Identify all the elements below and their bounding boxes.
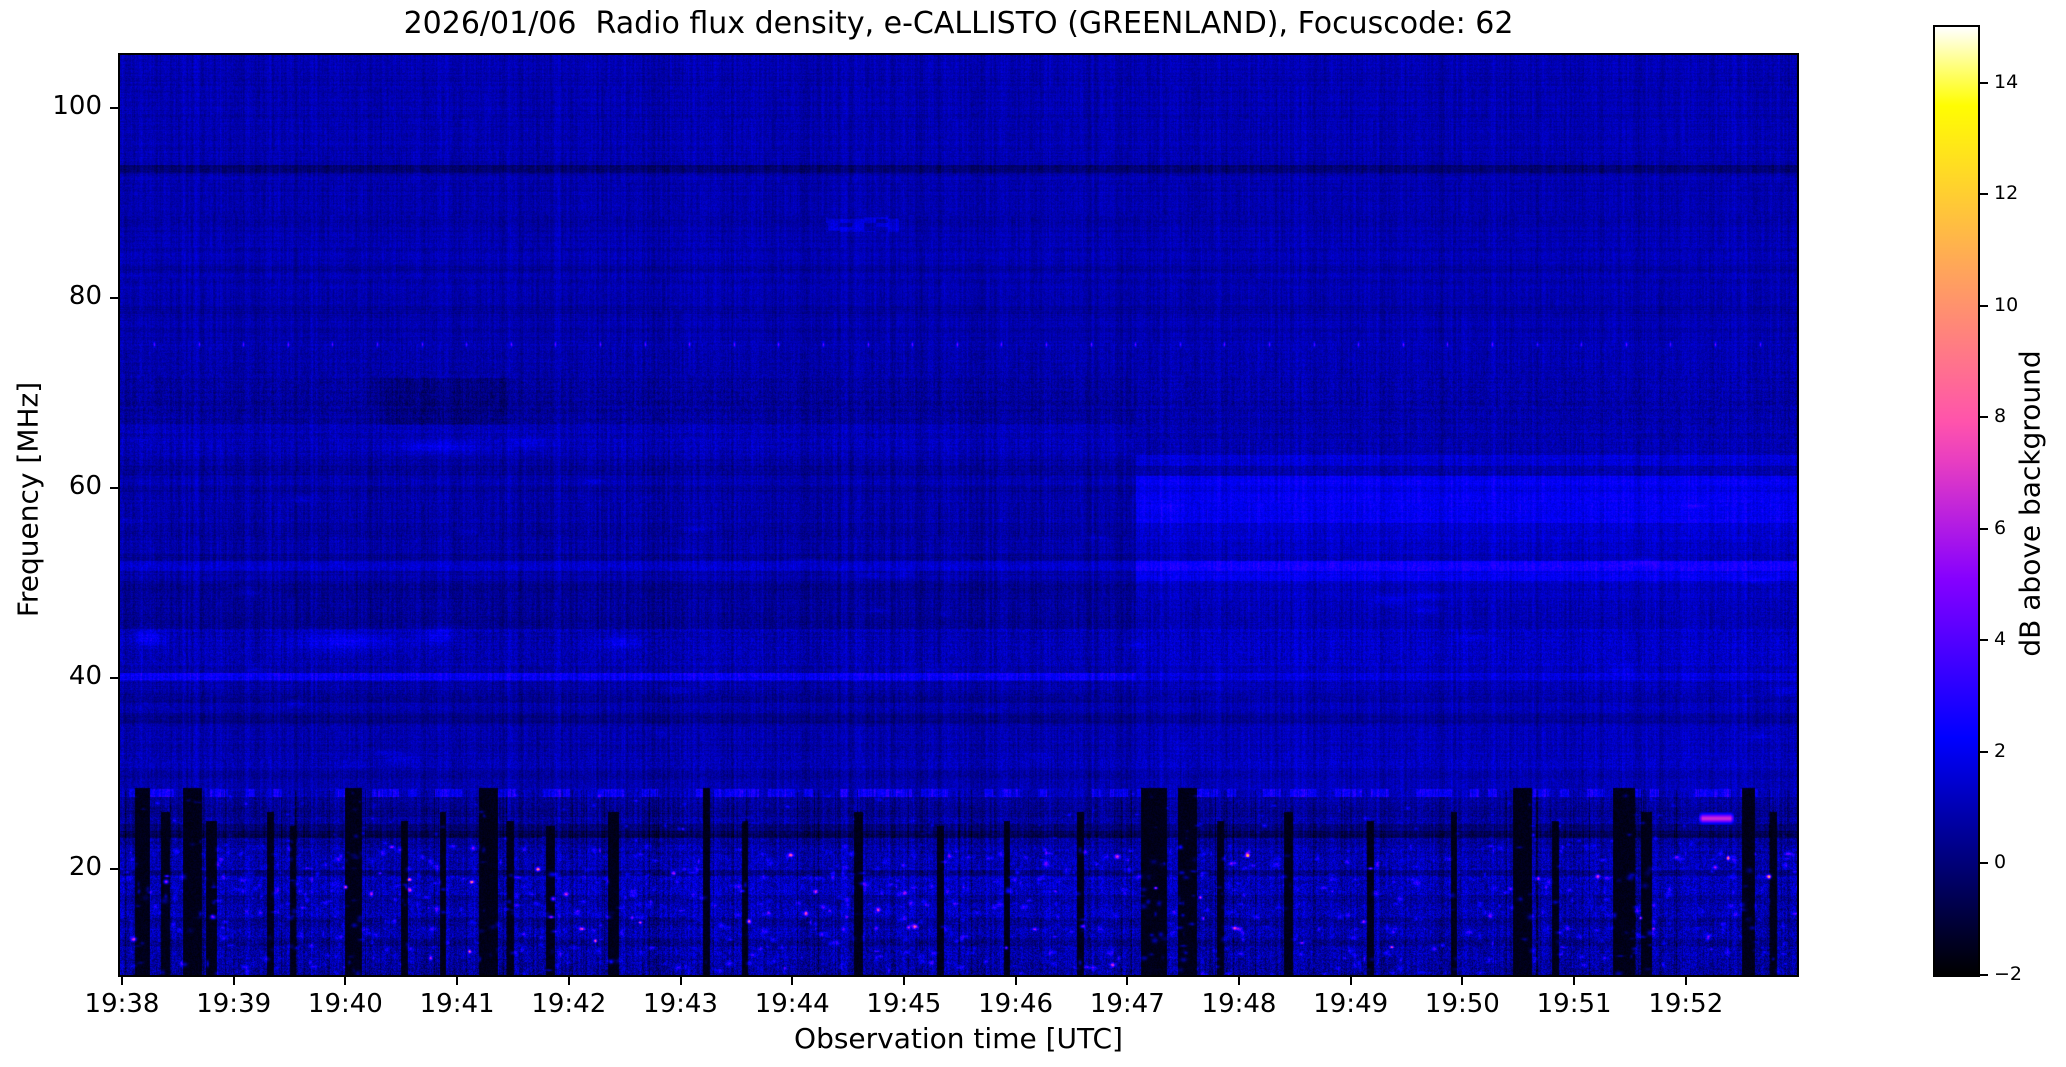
colorbar-tick-mark bbox=[1980, 416, 1988, 419]
x-tick-label: 19:48 bbox=[1201, 989, 1277, 1019]
colorbar-tick-label: 2 bbox=[1994, 739, 2007, 762]
y-tick-mark bbox=[110, 677, 120, 680]
colorbar-tick-mark bbox=[1980, 639, 1988, 642]
x-tick-mark bbox=[456, 975, 459, 985]
colorbar-tick-mark bbox=[1980, 527, 1988, 530]
colorbar-tick-mark bbox=[1980, 750, 1988, 753]
colorbar-tick-label: 12 bbox=[1994, 182, 2019, 205]
colorbar-tick-mark bbox=[1980, 304, 1988, 307]
x-tick-mark bbox=[232, 975, 235, 985]
x-tick-mark bbox=[1014, 975, 1017, 985]
x-tick-label: 19:38 bbox=[84, 989, 160, 1019]
y-tick-mark bbox=[110, 867, 120, 870]
x-tick-mark bbox=[1684, 975, 1687, 985]
x-tick-label: 19:43 bbox=[643, 989, 718, 1019]
colorbar-tick-label: 6 bbox=[1994, 516, 2007, 539]
y-tick-label: 80 bbox=[68, 281, 102, 312]
x-tick-label: 19:45 bbox=[866, 989, 942, 1019]
x-tick-label: 19:44 bbox=[754, 989, 830, 1019]
colorbar-tick-label: −2 bbox=[1994, 963, 2023, 985]
x-tick-label: 19:41 bbox=[419, 989, 495, 1019]
colorbar-tick-mark bbox=[1980, 193, 1988, 196]
spectrogram-canvas bbox=[120, 55, 1797, 975]
x-tick-mark bbox=[1126, 975, 1129, 985]
colorbar bbox=[1933, 25, 1980, 977]
x-tick-label: 19:42 bbox=[531, 989, 607, 1019]
colorbar-tick-label: 14 bbox=[1994, 70, 2019, 93]
x-tick-mark bbox=[121, 975, 123, 985]
colorbar-tick-mark bbox=[1980, 81, 1988, 84]
x-tick-mark bbox=[679, 975, 682, 985]
x-tick-label: 19:52 bbox=[1648, 989, 1724, 1019]
colorbar-tick-label: 0 bbox=[1994, 851, 2007, 874]
x-tick-mark bbox=[1573, 975, 1576, 985]
y-tick-label: 60 bbox=[68, 471, 102, 502]
colorbar-tick-label: 4 bbox=[1994, 628, 2007, 651]
x-tick-mark bbox=[1238, 975, 1240, 985]
y-tick-label: 20 bbox=[68, 851, 102, 882]
y-tick-label: 100 bbox=[52, 91, 102, 122]
x-tick-mark bbox=[1349, 975, 1352, 985]
x-tick-mark bbox=[1461, 975, 1464, 985]
x-tick-label: 19:46 bbox=[978, 989, 1054, 1019]
x-tick-label: 19:51 bbox=[1536, 989, 1612, 1019]
y-tick-label: 40 bbox=[68, 661, 102, 692]
x-tick-mark bbox=[902, 975, 905, 985]
y-tick-mark bbox=[110, 487, 120, 490]
colorbar-tick-mark bbox=[1980, 974, 1988, 976]
colorbar-tick-mark bbox=[1980, 862, 1988, 865]
y-tick-mark bbox=[110, 297, 120, 300]
x-tick-mark bbox=[791, 975, 794, 985]
x-tick-mark bbox=[567, 975, 570, 985]
x-tick-label: 19:47 bbox=[1089, 989, 1165, 1019]
colorbar-tick-label: 10 bbox=[1994, 293, 2019, 316]
x-tick-label: 19:50 bbox=[1424, 989, 1500, 1019]
colorbar-tick-label: 8 bbox=[1994, 405, 2007, 428]
x-tick-label: 19:49 bbox=[1313, 989, 1389, 1019]
colorbar-label: dB above background bbox=[2013, 350, 2047, 657]
colorbar-gradient bbox=[1935, 27, 1978, 975]
plot-area bbox=[118, 53, 1799, 977]
x-tick-label: 19:40 bbox=[307, 989, 383, 1019]
x-tick-label: 19:39 bbox=[196, 989, 272, 1019]
x-axis-label: Observation time [UTC] bbox=[794, 1022, 1123, 1055]
x-tick-mark bbox=[344, 975, 347, 985]
y-tick-mark bbox=[110, 107, 120, 110]
plot-title: 2026/01/06 Radio flux density, e-CALLIST… bbox=[403, 6, 1514, 41]
